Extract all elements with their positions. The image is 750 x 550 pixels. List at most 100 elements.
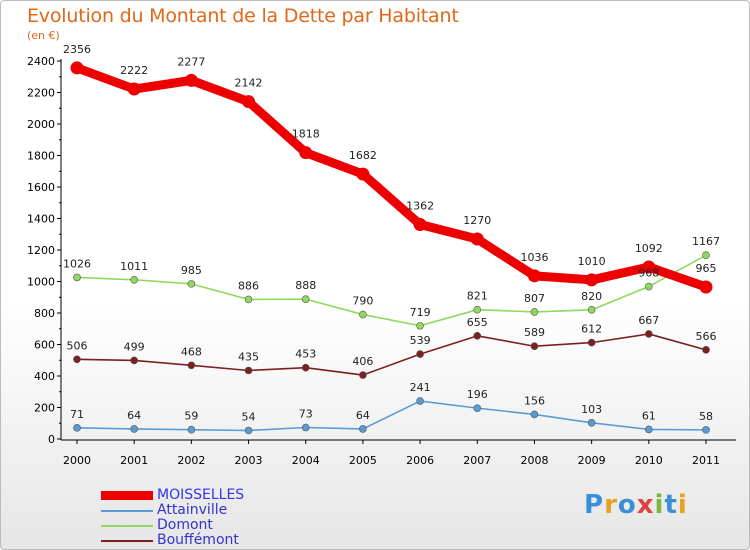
data-label-attainville: 71 [70, 408, 84, 421]
series-line-attainville [76, 400, 707, 432]
data-label-moisselles: 1818 [292, 128, 320, 141]
data-point-moisselles [184, 73, 198, 87]
data-point-bouffémont [416, 350, 424, 358]
data-label-bouffémont: 406 [352, 355, 373, 368]
series-line-moisselles [72, 63, 711, 292]
legend-swatch-moisselles [101, 491, 153, 500]
data-point-bouffémont [702, 346, 710, 354]
data-point-moisselles [642, 260, 656, 274]
logo-letter: o [617, 490, 637, 520]
x-tick-label: 2000 [63, 454, 91, 467]
data-label-domont: 886 [238, 279, 259, 292]
data-point-domont [130, 275, 138, 284]
y-tick-label: 2000 [27, 118, 55, 131]
data-point-attainville [301, 423, 310, 432]
logo-letter: x [636, 490, 655, 520]
data-label-attainville: 156 [524, 394, 545, 407]
y-tick-label: 1200 [27, 244, 55, 257]
proxiti-logo: Proxiti [584, 490, 688, 520]
data-label-bouffémont: 566 [696, 330, 717, 343]
data-label-attainville: 241 [410, 381, 431, 394]
data-label-moisselles: 1036 [520, 251, 548, 264]
x-tick-label: 2006 [406, 454, 434, 467]
y-tick-label: 800 [34, 307, 55, 320]
x-tick-label: 2002 [177, 454, 205, 467]
data-label-moisselles: 1362 [406, 199, 434, 212]
logo-letter: t [664, 490, 678, 520]
logo-letter: i [677, 490, 688, 520]
data-point-domont [187, 280, 196, 288]
data-label-moisselles: 2356 [63, 43, 91, 56]
y-tick-label: 1000 [27, 276, 55, 289]
data-point-moisselles [413, 217, 427, 231]
data-label-moisselles: 2142 [235, 77, 263, 90]
data-label-bouffémont: 612 [581, 323, 602, 336]
chart-title: Evolution du Montant de la Dette par Hab… [27, 5, 459, 27]
data-label-attainville: 73 [299, 408, 313, 421]
data-point-bouffémont [130, 356, 138, 365]
data-point-bouffémont [530, 342, 539, 351]
data-point-bouffémont [244, 366, 253, 375]
data-point-bouffémont [301, 363, 310, 372]
x-tick-label: 2003 [235, 454, 263, 467]
data-label-bouffémont: 667 [638, 314, 659, 327]
data-label-domont: 1167 [692, 235, 720, 248]
data-point-moisselles [585, 273, 599, 287]
data-point-moisselles [299, 146, 313, 160]
data-label-attainville: 64 [127, 409, 141, 422]
y-tick-label: 200 [34, 402, 55, 415]
data-label-bouffémont: 499 [124, 340, 145, 353]
data-label-domont: 719 [410, 306, 431, 319]
data-point-attainville [702, 426, 710, 434]
data-label-bouffémont: 435 [238, 350, 259, 363]
data-label-attainville: 103 [581, 403, 602, 416]
legend-label-attainville: Attainville [157, 502, 228, 518]
data-label-bouffémont: 506 [67, 339, 88, 352]
series-line-domont [76, 254, 707, 327]
legend-label-moisselles: MOISSELLES [157, 487, 245, 503]
data-point-attainville [530, 410, 539, 419]
data-label-moisselles: 1270 [463, 214, 491, 227]
y-tick-label: 1400 [27, 213, 55, 226]
data-label-domont: 820 [581, 290, 602, 303]
data-point-moisselles [356, 167, 370, 181]
data-point-domont [244, 295, 253, 304]
data-label-domont: 790 [352, 295, 373, 308]
x-tick-label: 2011 [692, 454, 720, 467]
x-tick-label: 2007 [463, 454, 491, 467]
data-label-attainville: 61 [642, 409, 656, 422]
data-point-attainville [73, 424, 81, 432]
data-point-domont [530, 308, 539, 316]
data-label-domont: 888 [295, 279, 316, 292]
data-point-attainville [130, 425, 138, 433]
data-point-moisselles [699, 280, 713, 294]
data-point-attainville [187, 425, 196, 434]
logo-letter: P [584, 490, 605, 520]
x-tick-label: 2009 [578, 454, 606, 467]
data-point-domont [359, 310, 367, 319]
data-label-domont: 968 [638, 267, 659, 280]
data-point-domont [473, 305, 482, 314]
data-label-attainville: 54 [242, 410, 256, 423]
y-tick-label: 0 [48, 433, 55, 446]
data-point-moisselles [242, 95, 256, 109]
data-point-bouffémont [473, 332, 482, 340]
data-point-attainville [645, 425, 653, 434]
legend-swatch-bouffemont [101, 540, 153, 542]
logo-letter: i [654, 490, 665, 520]
legend-swatch-attainville [101, 510, 153, 512]
data-point-attainville [416, 397, 424, 405]
legend-label-domont: Domont [157, 517, 213, 533]
x-tick-label: 2001 [120, 454, 148, 467]
data-point-domont [702, 251, 710, 259]
data-point-domont [416, 321, 424, 330]
data-label-attainville: 64 [356, 409, 370, 422]
data-label-moisselles: 1010 [578, 255, 606, 268]
data-label-attainville: 58 [699, 410, 713, 423]
legend-swatch-domont [101, 525, 153, 527]
data-label-domont: 807 [524, 292, 545, 305]
x-tick-label: 2010 [635, 454, 663, 467]
x-tick-label: 2004 [292, 454, 320, 467]
